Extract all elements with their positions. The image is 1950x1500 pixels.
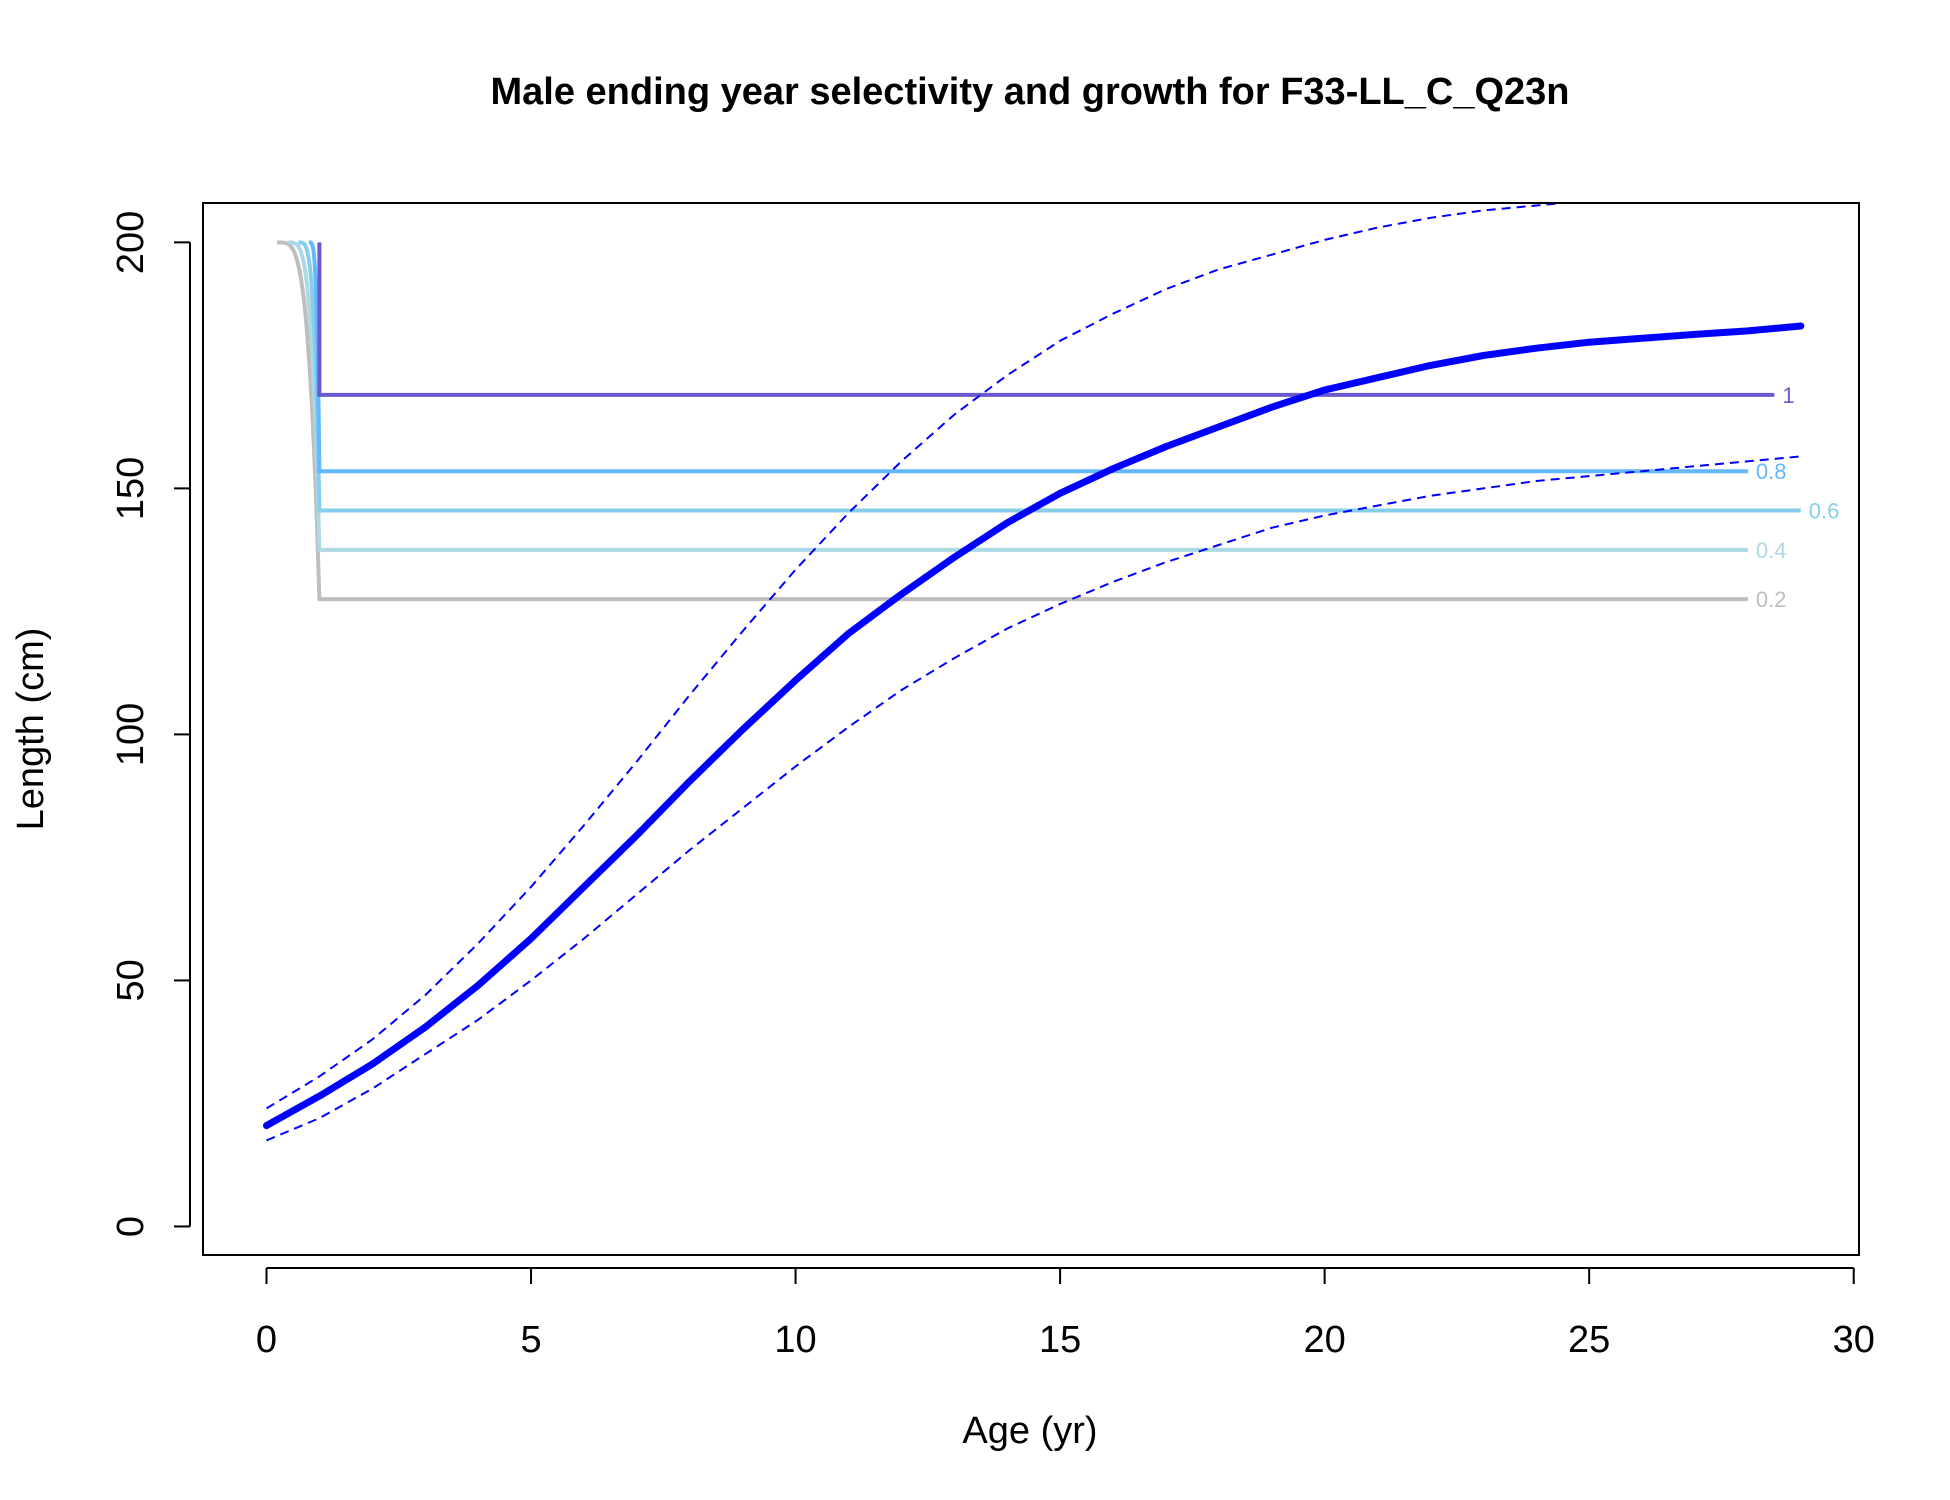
y-tick-label: 200 — [110, 211, 152, 274]
y-axis-label: Length (cm) — [10, 628, 52, 831]
x-axis-label: Age (yr) — [962, 1410, 1097, 1452]
selectivity-contour-0.8 — [308, 240, 1748, 474]
y-tick-label: 150 — [110, 457, 152, 520]
y-axis: 0 50 100 150 200 — [110, 211, 191, 1237]
x-tick-label: 20 — [1303, 1319, 1345, 1361]
contour-label-0.8: 0.8 — [1756, 459, 1787, 484]
plot-frame — [202, 202, 1860, 1256]
x-tick-label: 25 — [1568, 1319, 1610, 1361]
selectivity-contour-0.2 — [277, 240, 1748, 602]
x-tick-label: 30 — [1833, 1319, 1875, 1361]
x-axis: 0 5 10 15 20 25 30 — [256, 1267, 1875, 1361]
y-tick-label: 50 — [110, 959, 152, 1001]
contour-label-0.6: 0.6 — [1809, 499, 1840, 524]
y-tick-label: 100 — [110, 703, 152, 766]
x-tick-label: 15 — [1039, 1319, 1081, 1361]
x-tick-label: 0 — [256, 1319, 277, 1361]
x-tick-label: 10 — [774, 1319, 816, 1361]
growth-upper-bound — [265, 203, 1574, 1110]
growth-mean-line — [263, 322, 1805, 1130]
contour-label-0.4: 0.4 — [1756, 538, 1787, 563]
contour-label-0.2: 0.2 — [1756, 587, 1787, 612]
y-tick-label: 0 — [110, 1216, 152, 1237]
contour-label-1: 1 — [1782, 383, 1794, 408]
chart-title: Male ending year selectivity and growth … — [490, 71, 1569, 113]
selectivity-contour-1 — [317, 242, 1775, 397]
plot-area: 0.2 0.4 0.6 0.8 1 — [263, 203, 1840, 1142]
growth-lower-bound — [266, 455, 1801, 1142]
x-tick-label: 5 — [520, 1319, 541, 1361]
